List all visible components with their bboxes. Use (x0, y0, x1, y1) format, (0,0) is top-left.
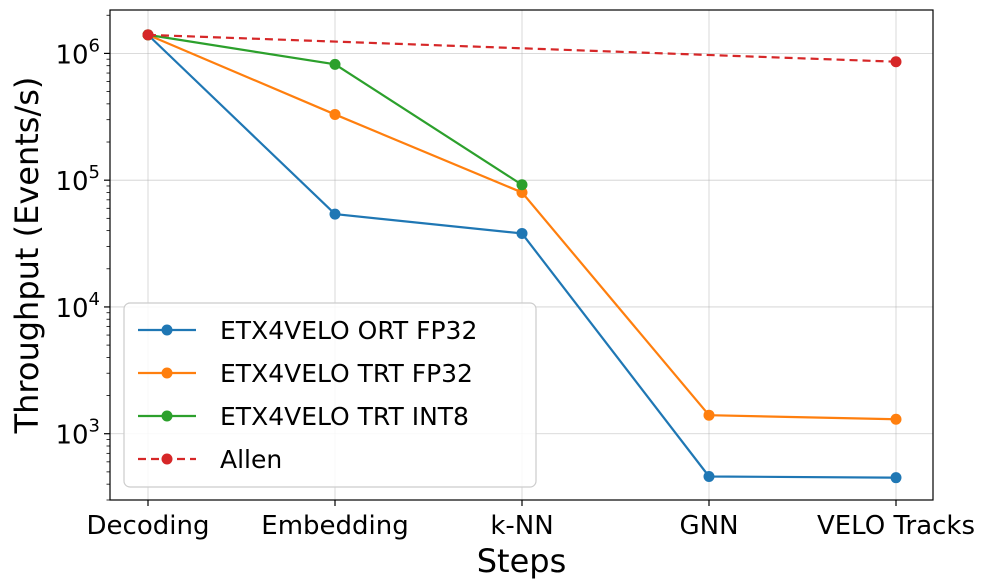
data-point-etx4velo-ort-fp32 (516, 227, 528, 239)
y-axis-label: Throughput (Events/s) (8, 77, 46, 435)
y-tick-label: 105 (55, 162, 100, 197)
data-point-etx4velo-ort-fp32 (890, 472, 902, 484)
data-point-allen (890, 56, 902, 68)
legend-marker (161, 324, 173, 336)
x-axis-label: Steps (477, 542, 567, 580)
series-line-allen (147, 33, 897, 63)
x-tick-label: GNN (679, 511, 738, 541)
legend: ETX4VELO ORT FP32 ETX4VELO TRT FP32 ETX4VE… (123, 302, 537, 488)
data-point-etx4velo-trt-fp32 (890, 413, 902, 425)
data-point-etx4velo-trt-fp32 (329, 108, 341, 120)
data-point-etx4velo-ort-fp32 (329, 208, 341, 220)
x-tick-label: Decoding (87, 511, 210, 541)
data-point-etx4velo-trt-int8 (516, 179, 528, 191)
series-layer (142, 29, 902, 484)
legend-label: ETX4VELO ORT FP32 (220, 316, 477, 345)
x-tick-label: VELO Tracks (817, 511, 975, 541)
legend-label: ETX4VELO TRT FP32 (220, 359, 473, 388)
tick-layer: Decoding Embedding k-NN GNN VELO Tracks 103 10… (55, 14, 975, 541)
legend-marker (161, 453, 173, 465)
legend-box (123, 302, 537, 488)
data-point-etx4velo-trt-int8 (329, 58, 341, 70)
data-point-etx4velo-trt-fp32 (703, 409, 715, 421)
legend-label: Allen (220, 445, 282, 474)
legend-marker (161, 367, 173, 379)
data-point-etx4velo-trt-fp32 (516, 186, 528, 198)
y-tick-label: 104 (55, 289, 100, 324)
legend-marker (161, 410, 173, 422)
legend-label: ETX4VELO TRT INT8 (220, 402, 469, 431)
data-point-allen (142, 29, 154, 41)
x-tick-label: Embedding (261, 511, 408, 541)
y-tick-label: 106 (55, 35, 100, 70)
data-point-etx4velo-ort-fp32 (703, 470, 715, 482)
x-tick-label: k-NN (490, 511, 553, 541)
y-tick-label: 103 (55, 416, 100, 451)
